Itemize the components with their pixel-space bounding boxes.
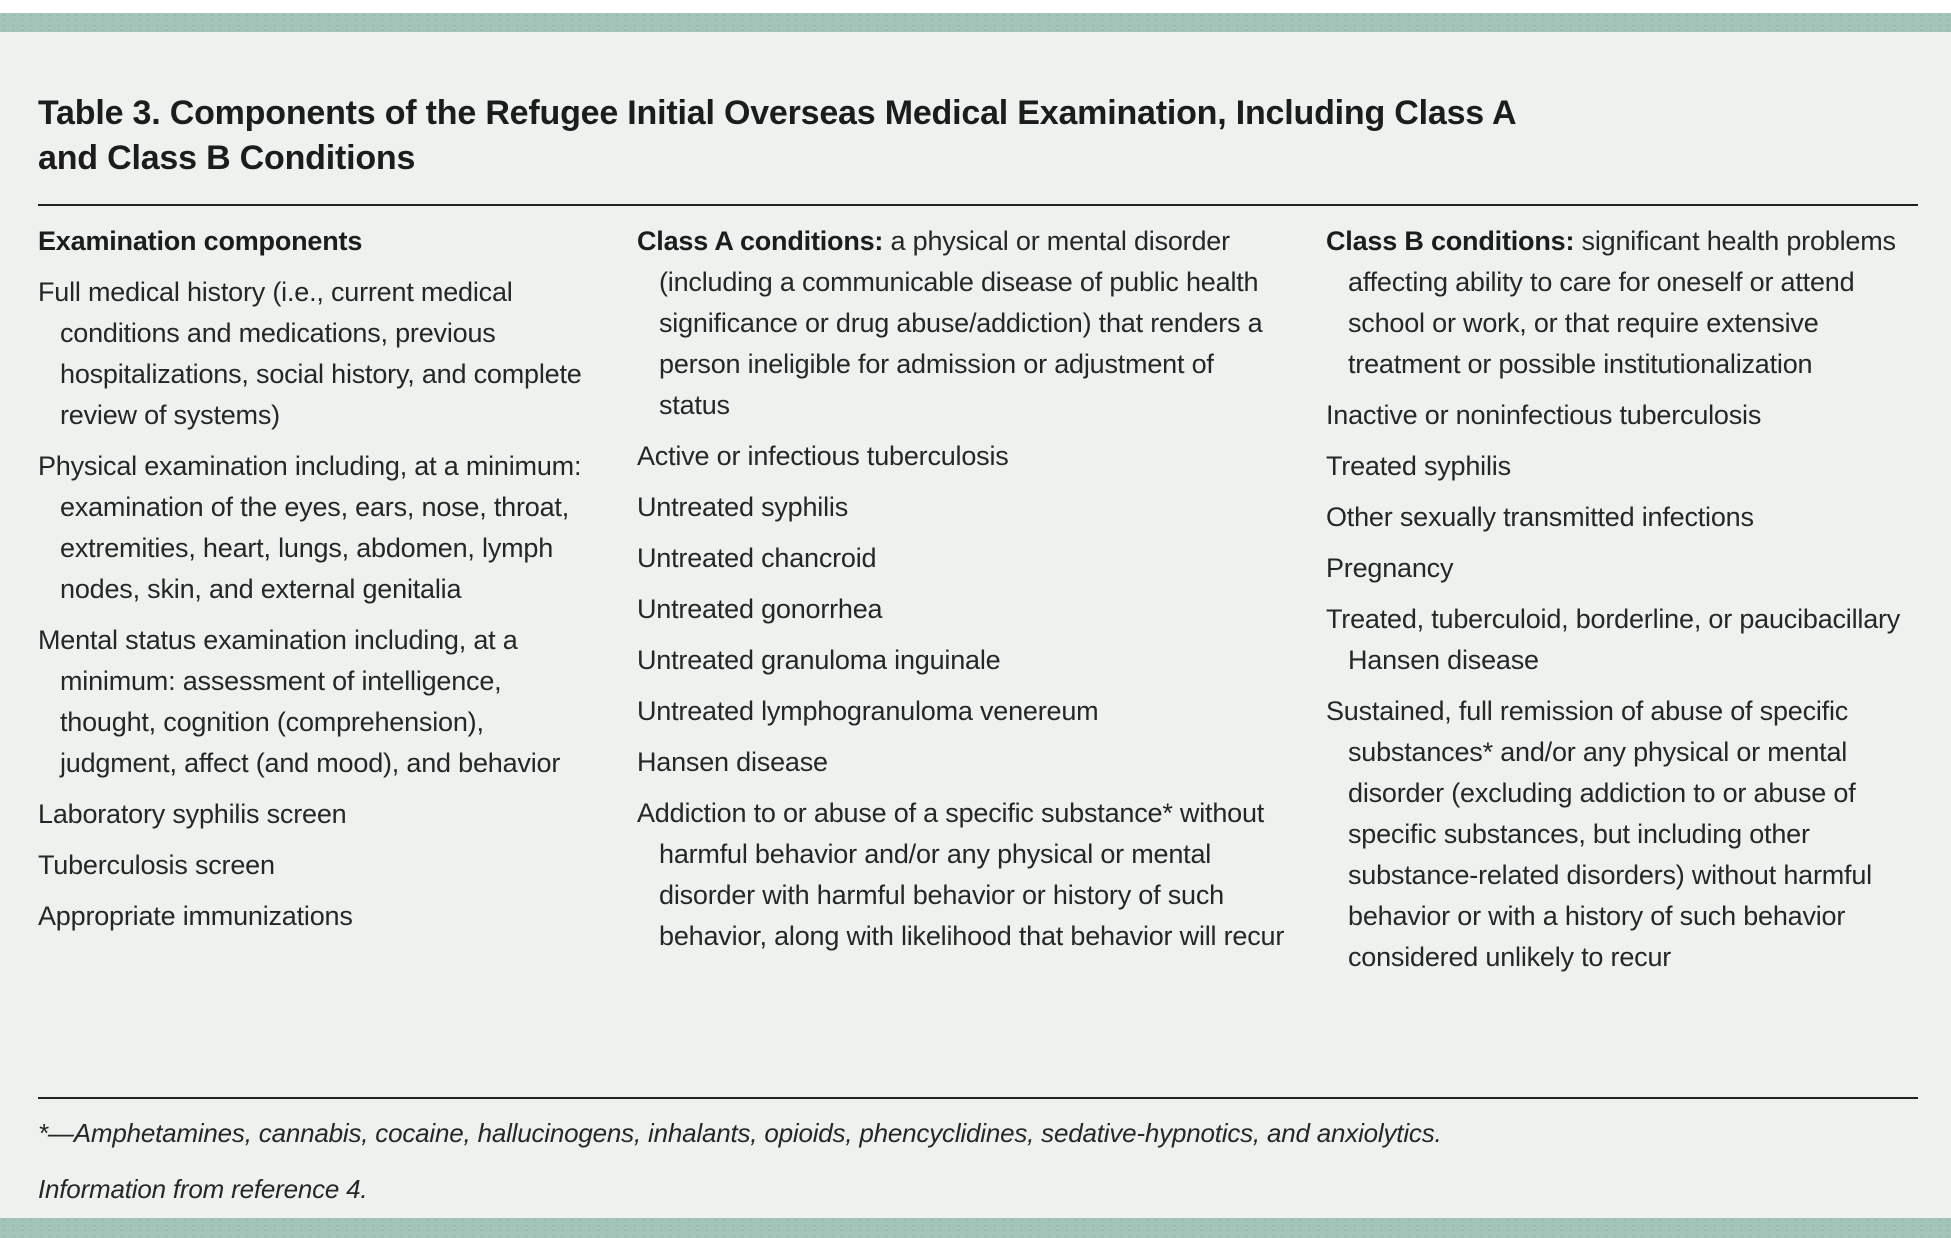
table-title-line-2: and Class B Conditions bbox=[38, 138, 416, 177]
class-a-condition-entry: Untreated syphilis bbox=[637, 491, 849, 522]
column-header: Class A conditions: a physical or mental… bbox=[637, 221, 1290, 426]
class-a-condition-entry: Hansen disease bbox=[637, 746, 828, 777]
examination-component-entry: Mental status examination including, at … bbox=[38, 624, 561, 778]
column-examination-components: Examination components Full medical hist… bbox=[38, 221, 593, 1097]
class-b-condition-entry: Treated syphilis bbox=[1326, 450, 1511, 481]
class-a-condition-entry: Untreated granuloma inguinale bbox=[637, 644, 1001, 675]
column-header-bold: Class A conditions: bbox=[637, 225, 884, 256]
table-title: Table 3. Components of the Refugee Initi… bbox=[38, 91, 1918, 181]
examination-component-entry: Laboratory syphilis screen bbox=[38, 798, 347, 829]
bottom-accent-bar bbox=[0, 1218, 1951, 1238]
table-columns: Examination components Full medical hist… bbox=[38, 221, 1918, 1097]
examination-component-entry: Physical examination including, at a min… bbox=[38, 450, 582, 604]
header-rule bbox=[38, 203, 1918, 206]
column-entries: Inactive or noninfectious tuberculosis Tr… bbox=[1326, 395, 1918, 978]
class-b-condition-entry: Pregnancy bbox=[1326, 552, 1454, 583]
examination-component-entry: Full medical history (i.e., current medi… bbox=[38, 276, 582, 430]
class-b-condition-entry: Treated, tuberculoid, borderline, or pau… bbox=[1326, 603, 1901, 675]
column-header-rest: a physical or mental disorder (including… bbox=[659, 225, 1263, 420]
class-a-condition-entry: Active or infectious tuberculosis bbox=[637, 440, 1009, 471]
class-a-condition-entry: Untreated lymphogranuloma venereum bbox=[637, 695, 1099, 726]
footnote-source: Information from reference 4. bbox=[38, 1173, 368, 1204]
column-header-rest: significant health problems affecting ab… bbox=[1348, 225, 1896, 379]
column-header: Examination components bbox=[38, 221, 593, 262]
class-a-condition-entry: Addiction to or abuse of a specific subs… bbox=[637, 797, 1285, 951]
column-class-b-conditions: Class B conditions: significant health p… bbox=[1326, 221, 1918, 1097]
footnote-substances: *—Amphetamines, cannabis, cocaine, hallu… bbox=[38, 1117, 1442, 1148]
class-a-condition-entry: Untreated gonorrhea bbox=[637, 593, 883, 624]
class-b-condition-entry: Other sexually transmitted infections bbox=[1326, 501, 1754, 532]
column-header-bold: Examination components bbox=[38, 225, 363, 256]
column-header: Class B conditions: significant health p… bbox=[1326, 221, 1918, 385]
column-class-a-conditions: Class A conditions: a physical or mental… bbox=[637, 221, 1290, 1097]
footnote-rule bbox=[38, 1096, 1918, 1099]
class-b-condition-entry: Sustained, full remission of abuse of sp… bbox=[1326, 695, 1872, 972]
table-title-line-1: Table 3. Components of the Refugee Initi… bbox=[38, 93, 1517, 132]
top-white-margin bbox=[0, 0, 1951, 13]
column-entries: Full medical history (i.e., current medi… bbox=[38, 272, 593, 937]
class-b-condition-entry: Inactive or noninfectious tuberculosis bbox=[1326, 399, 1762, 430]
table-body: Table 3. Components of the Refugee Initi… bbox=[0, 32, 1951, 1218]
examination-component-entry: Tuberculosis screen bbox=[38, 849, 275, 880]
top-accent-bar bbox=[0, 13, 1951, 32]
column-header-bold: Class B conditions: bbox=[1326, 225, 1575, 256]
examination-component-entry: Appropriate immunizations bbox=[38, 900, 353, 931]
column-entries: Active or infectious tuberculosis Untreat… bbox=[637, 436, 1290, 957]
class-a-condition-entry: Untreated chancroid bbox=[637, 542, 877, 573]
